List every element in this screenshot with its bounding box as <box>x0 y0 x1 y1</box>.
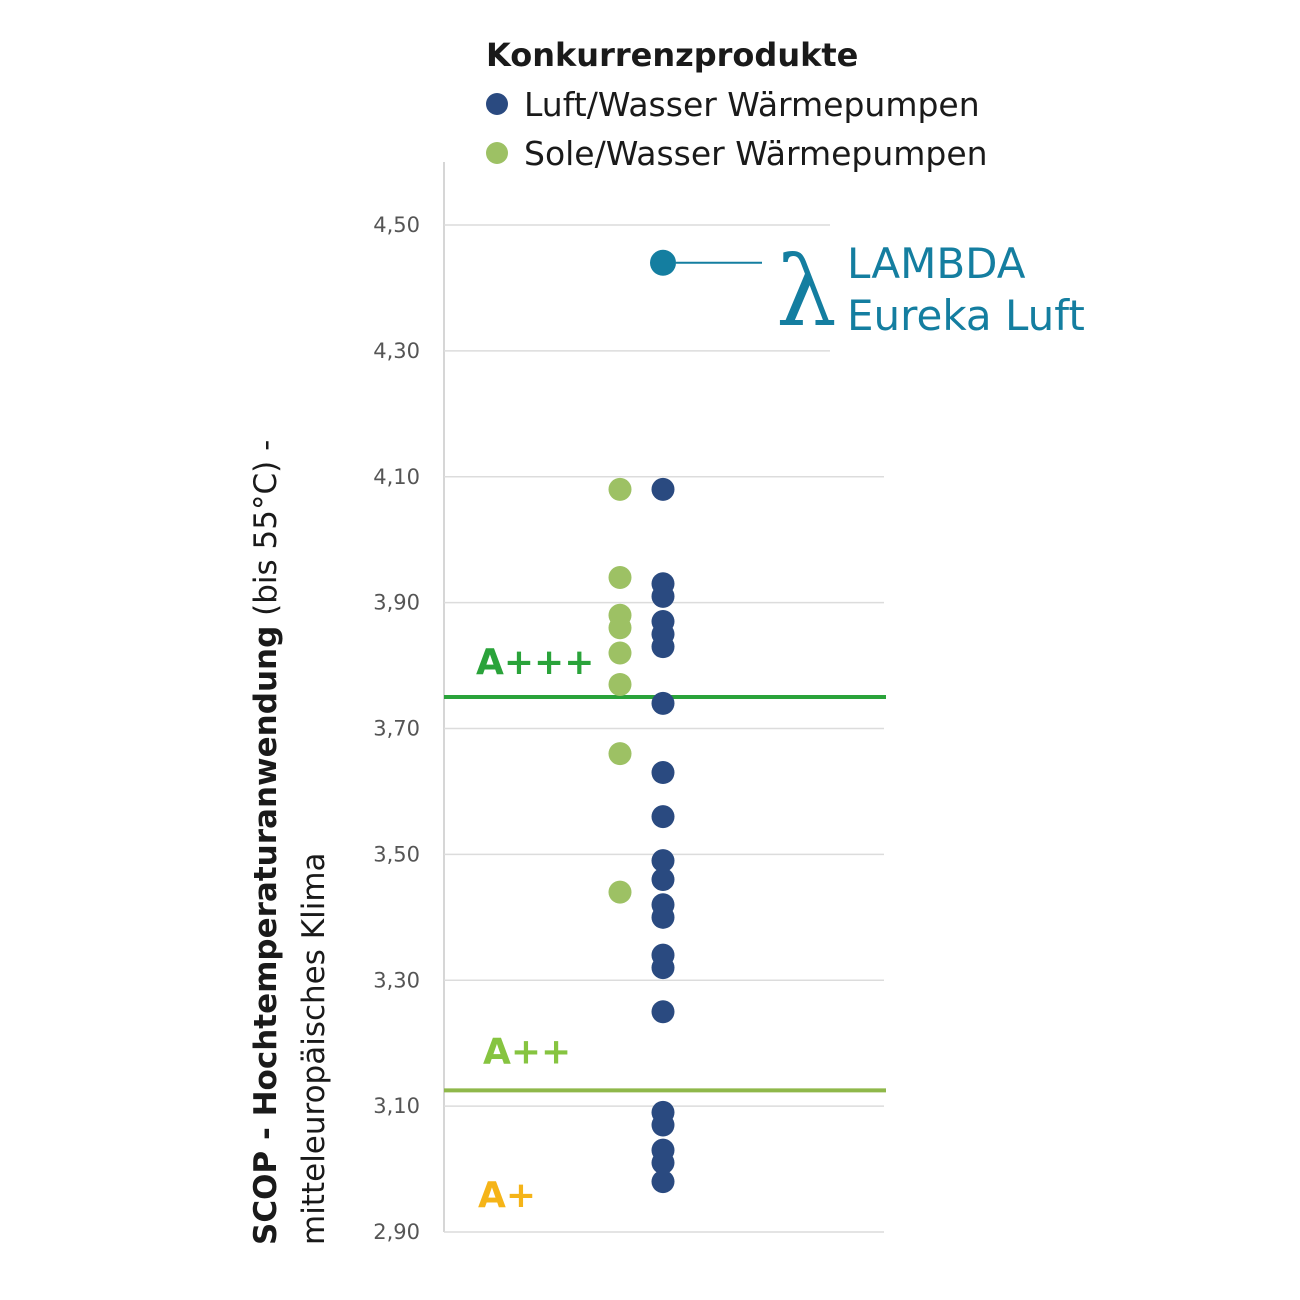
data-point <box>651 1113 675 1137</box>
data-point <box>651 805 675 829</box>
y-axis-title: SCOP - Hochtemperaturanwendung (bis 55°C… <box>248 440 332 1245</box>
y-tick-label: 3,30 <box>373 968 420 992</box>
y-tick-label: 4,50 <box>373 213 420 237</box>
data-point <box>651 849 675 873</box>
data-point <box>651 1000 675 1024</box>
data-point <box>608 742 632 766</box>
highlight-label-line1: LAMBDA <box>847 239 1026 288</box>
y-axis-title-line1: SCOP - Hochtemperaturanwendung (bis 55°C… <box>248 440 284 1245</box>
data-point <box>608 880 632 904</box>
y-tick-labels: 4,50 4,30 4,10 3,90 3,70 3,50 3,30 3,10 2,90 <box>373 213 420 1244</box>
legend-label-luft: Luft/Wasser Wärmepumpen <box>524 85 980 124</box>
y-tick-label: 2,90 <box>373 1220 420 1244</box>
data-point <box>608 477 632 501</box>
band-label-a-plus: A+ <box>478 1175 536 1216</box>
data-point <box>608 565 632 589</box>
data-point <box>608 641 632 665</box>
y-tick-label: 3,10 <box>373 1094 420 1118</box>
y-tick-label: 3,90 <box>373 591 420 615</box>
data-points <box>608 477 675 1194</box>
y-tick-label: 3,50 <box>373 842 420 866</box>
legend-marker-sole <box>486 142 508 164</box>
legend-label-sole: Sole/Wasser Wärmepumpen <box>524 134 988 173</box>
y-axis-title-bold: SCOP - Hochtemperaturanwendung <box>248 626 284 1245</box>
threshold-label: A+++ <box>476 642 594 683</box>
data-point <box>651 868 675 892</box>
highlight-label-line2: Eureka Luft <box>847 291 1085 340</box>
legend-marker-luft <box>486 93 508 115</box>
legend-title: Konkurrenzprodukte <box>486 36 858 74</box>
data-point <box>651 584 675 608</box>
data-point <box>608 672 632 696</box>
lambda-logo-icon: λ <box>776 236 837 348</box>
data-point <box>651 761 675 785</box>
highlight-annotation: λ LAMBDA Eureka Luft <box>650 236 1085 348</box>
legend: Konkurrenzprodukte Luft/Wasser Wärmepump… <box>486 36 988 173</box>
y-tick-label: 3,70 <box>373 717 420 741</box>
data-point <box>651 905 675 929</box>
data-point <box>608 616 632 640</box>
threshold-label: A++ <box>483 1031 571 1072</box>
data-point <box>651 956 675 980</box>
data-point <box>651 635 675 659</box>
data-point <box>651 1170 675 1194</box>
data-point <box>651 691 675 715</box>
y-tick-label: 4,10 <box>373 465 420 489</box>
y-axis-title-line2: mitteleuropäisches Klima <box>296 852 332 1245</box>
data-point <box>651 477 675 501</box>
y-tick-label: 4,30 <box>373 339 420 363</box>
highlight-point <box>650 249 676 276</box>
data-point <box>651 1151 675 1175</box>
threshold-lines: A+++ A++ <box>444 642 886 1093</box>
y-axis-title-normal: (bis 55°C) - <box>248 440 284 626</box>
gridlines <box>444 224 884 1233</box>
